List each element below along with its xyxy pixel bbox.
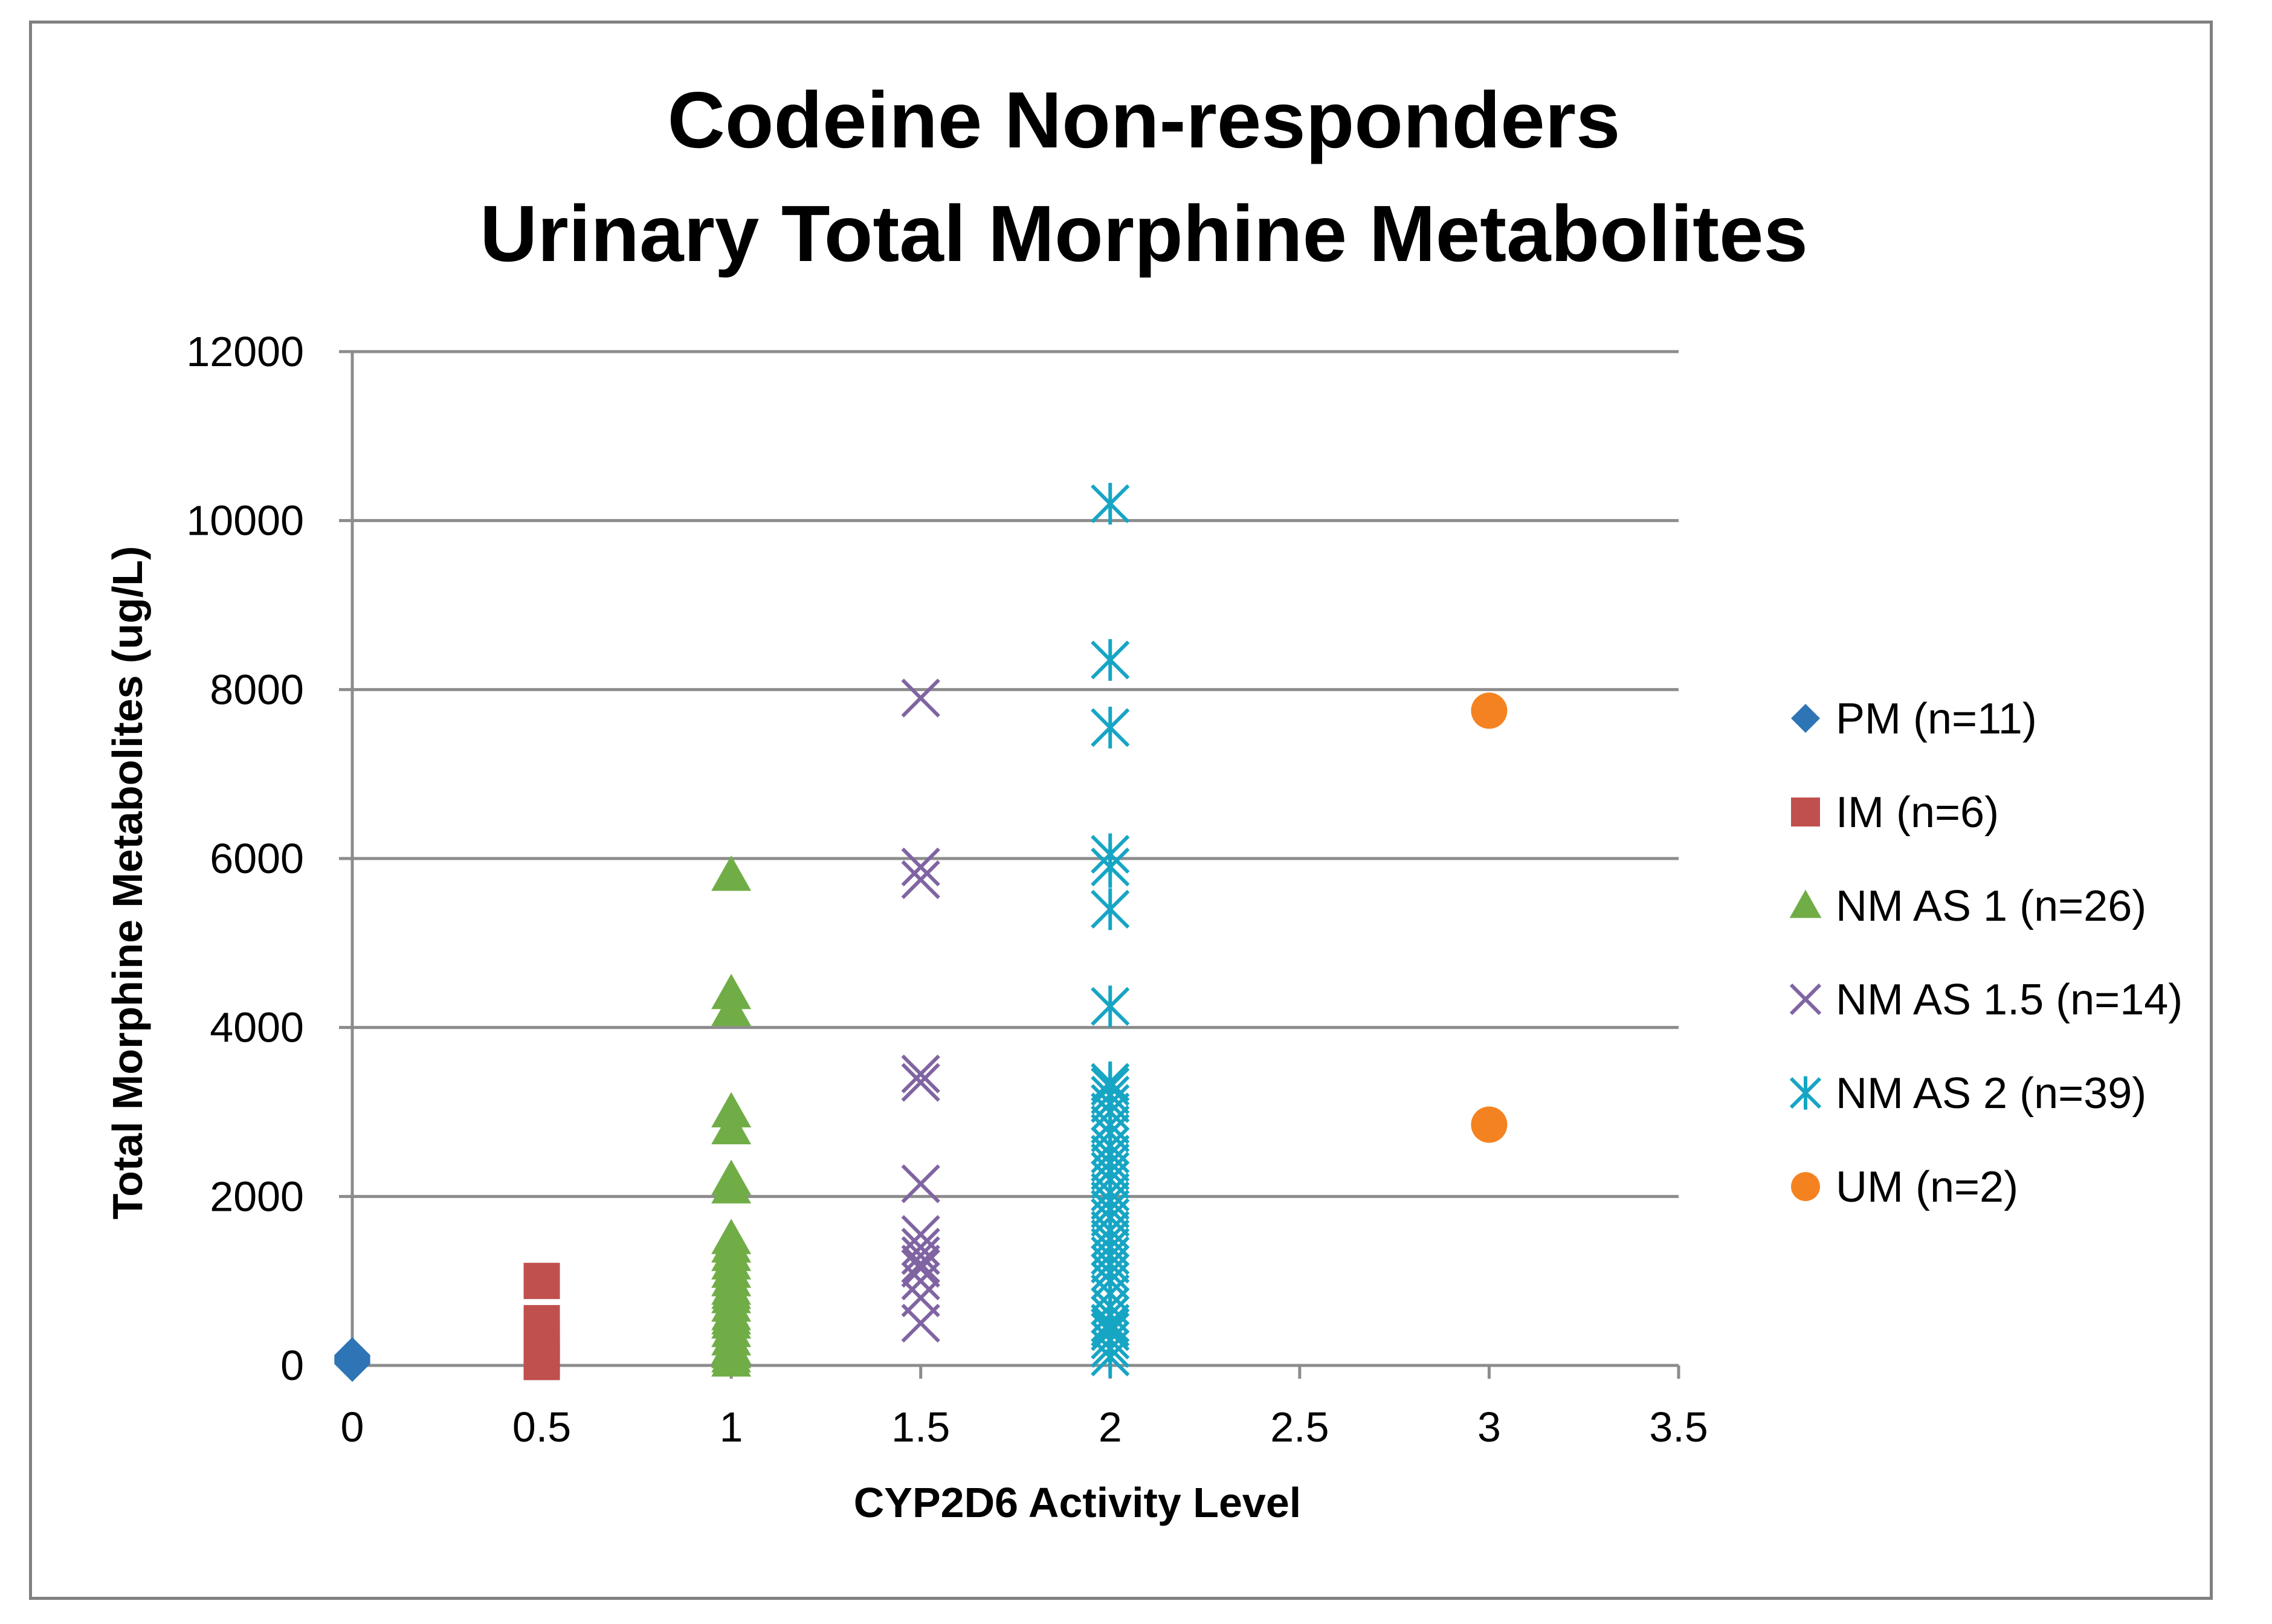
x-tick-label-1: 0.5	[512, 1403, 571, 1451]
y-tick-label-0: 0	[280, 1342, 304, 1389]
data-point-s3-p6	[901, 1215, 940, 1254]
data-point-s4-p4	[1091, 846, 1130, 888]
data-point-s1-p5	[523, 1344, 560, 1381]
data-point-s3-p4	[901, 1063, 940, 1102]
series-2	[711, 855, 752, 1377]
data-point-s5-p1	[1471, 1106, 1508, 1143]
data-point-s5-p0	[1471, 692, 1508, 729]
legend-marker-1	[1791, 798, 1820, 826]
legend-marker-0	[1791, 704, 1820, 733]
x-tick-label-2: 1	[720, 1403, 743, 1451]
y-tick-label-4: 8000	[210, 666, 304, 713]
y-tick-label-1: 2000	[210, 1173, 304, 1220]
y-tick-label-6: 12000	[186, 328, 304, 375]
legend-label-1: IM (n=6)	[1836, 788, 1999, 837]
axes	[339, 350, 1680, 1379]
data-point-s3-p11	[901, 1262, 940, 1301]
legend-item-0: PM (n=11)	[1791, 695, 2037, 743]
y-tick-label-2: 4000	[210, 1004, 304, 1051]
data-point-s0-p10	[334, 1337, 370, 1374]
chart-title-line-2: Urinary Total Morphine Metabolites	[480, 189, 1808, 278]
data-point-s3-p1	[901, 847, 940, 887]
scatter-chart: Codeine Non-responders Urinary Total Mor…	[104, 76, 2183, 1526]
gridlines	[352, 350, 1679, 1198]
data-point-s4-p38	[1091, 1336, 1130, 1378]
data-point-s3-p7	[901, 1228, 940, 1267]
y-tick-label-5: 10000	[186, 497, 304, 544]
data-point-s3-p5	[901, 1164, 940, 1204]
legend-label-4: NM AS 2 (n=39)	[1836, 1069, 2146, 1118]
data-point-s4-p1	[1091, 639, 1130, 681]
series-3	[901, 678, 940, 1343]
legend-marker-2	[1789, 889, 1822, 918]
data-point-s2-p6	[711, 1168, 752, 1204]
series-5	[1471, 692, 1508, 1143]
chart-title: Codeine Non-responders Urinary Total Mor…	[480, 76, 1808, 278]
data-point-s3-p3	[901, 1054, 940, 1094]
x-tick-label-4: 2	[1099, 1403, 1122, 1451]
legend-item-2: NM AS 1 (n=26)	[1789, 882, 2146, 930]
data-point-s2-p4	[711, 1109, 752, 1144]
data-points	[334, 483, 1508, 1382]
series-1	[523, 1263, 560, 1381]
x-axis-label: CYP2D6 Activity Level	[854, 1479, 1302, 1526]
data-point-s3-p13	[901, 1303, 940, 1343]
legend-item-5: UM (n=2)	[1791, 1163, 2018, 1211]
chart-title-line-1: Codeine Non-responders	[668, 76, 1621, 164]
series-4	[1091, 483, 1130, 1378]
x-axis-tick-labels: 0 0.5 1 1.5 2 2.5 3 3.5	[341, 1403, 1708, 1451]
legend-marker-4	[1789, 1076, 1822, 1110]
data-point-s3-p10	[901, 1249, 940, 1288]
legend: PM (n=11) IM (n=6) NM AS 1 (n=26) NM AS 1.5…	[1789, 695, 2183, 1211]
legend-label-0: PM (n=11)	[1836, 695, 2037, 743]
data-point-s3-p9	[901, 1245, 940, 1284]
data-point-s2-p25	[711, 1341, 752, 1377]
legend-item-1: IM (n=6)	[1791, 788, 1999, 837]
data-point-s4-p6	[1091, 985, 1130, 1028]
data-point-s2-p2	[711, 990, 752, 1026]
legend-label-5: UM (n=2)	[1836, 1163, 2018, 1211]
legend-label-3: NM AS 1.5 (n=14)	[1836, 976, 2183, 1024]
legend-marker-3	[1789, 983, 1822, 1016]
x-tick-label-0: 0	[341, 1403, 364, 1451]
x-tick-label-7: 3.5	[1649, 1403, 1708, 1451]
y-axis-label: Total Morphine Metabolites (ug/L)	[104, 546, 151, 1220]
x-tick-label-3: 1.5	[891, 1403, 950, 1451]
chart-frame: Codeine Non-responders Urinary Total Mor…	[29, 21, 2213, 1600]
x-tick-label-6: 3	[1477, 1403, 1501, 1451]
legend-label-2: NM AS 1 (n=26)	[1836, 882, 2146, 930]
data-point-s4-p5	[1091, 888, 1130, 930]
legend-item-3: NM AS 1.5 (n=14)	[1789, 976, 2183, 1024]
x-tick-label-5: 2.5	[1270, 1403, 1329, 1451]
series-0	[334, 1337, 370, 1382]
data-point-s4-p2	[1091, 706, 1130, 749]
data-point-s3-p0	[901, 678, 940, 718]
data-point-s3-p2	[901, 860, 940, 900]
legend-marker-5	[1791, 1172, 1820, 1201]
data-point-s1-p0	[523, 1263, 560, 1300]
legend-item-4: NM AS 2 (n=39)	[1789, 1069, 2146, 1118]
y-axis-tick-labels: 0 2000 4000 6000 8000 10000 12000	[186, 328, 304, 1389]
data-point-s4-p0	[1091, 483, 1130, 525]
y-tick-label-3: 6000	[210, 835, 304, 882]
data-point-s2-p0	[711, 855, 752, 891]
